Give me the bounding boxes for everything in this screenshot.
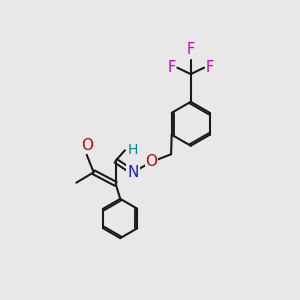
Text: F: F bbox=[187, 43, 195, 58]
Text: O: O bbox=[146, 154, 158, 169]
Text: N: N bbox=[127, 165, 139, 180]
Text: F: F bbox=[167, 60, 176, 75]
Text: F: F bbox=[206, 60, 214, 75]
Text: H: H bbox=[127, 143, 138, 157]
Text: O: O bbox=[81, 138, 93, 153]
